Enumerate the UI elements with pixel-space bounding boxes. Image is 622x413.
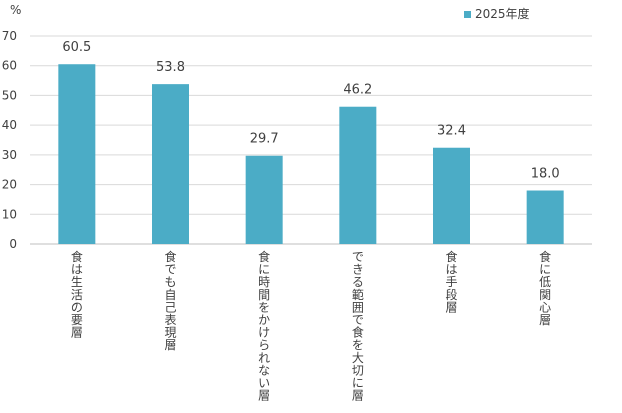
y-tick-label: 20 — [2, 178, 17, 192]
data-label: 29.7 — [250, 132, 279, 147]
category-label: 食は生活の要層 — [71, 249, 83, 340]
category-label: 食は手段層 — [445, 249, 457, 314]
gridlines — [30, 35, 592, 245]
data-label: 60.5 — [62, 40, 91, 55]
legend-label: 2025年度 — [475, 6, 530, 21]
y-tick-label: 0 — [9, 237, 17, 251]
data-label: 53.8 — [156, 60, 185, 75]
bar — [339, 106, 377, 244]
y-tick-label: 70 — [2, 29, 17, 43]
x-axis-labels: 食は生活の要層 食でも自己表現層 食に時間をかけられない層 できる範囲で食を大切に層 食… — [71, 249, 551, 403]
y-tick-label: 50 — [2, 88, 17, 102]
data-label: 46.2 — [343, 83, 372, 98]
bar — [526, 190, 564, 244]
bar — [433, 147, 470, 244]
bar — [245, 155, 283, 244]
bar — [152, 84, 189, 244]
category-label: 食でも自己表現層 — [164, 249, 176, 352]
y-tick-label: 10 — [2, 207, 17, 221]
bar — [58, 64, 96, 244]
legend: 2025年度 — [464, 6, 530, 21]
bars — [58, 64, 564, 244]
y-axis-unit-label: % — [10, 3, 21, 17]
y-axis-ticks: 0 10 20 30 40 50 60 70 — [2, 29, 17, 251]
legend-swatch — [464, 11, 471, 18]
category-label: できる範囲で食を大切に層 — [352, 250, 364, 403]
category-label: 食に時間をかけられない層 — [258, 249, 270, 403]
data-label: 32.4 — [437, 124, 466, 139]
data-labels: 60.5 53.8 29.7 46.2 32.4 18.0 — [62, 40, 559, 181]
y-tick-label: 40 — [2, 118, 17, 132]
data-label: 18.0 — [531, 167, 560, 182]
y-tick-label: 30 — [2, 148, 17, 162]
y-tick-label: 60 — [2, 59, 17, 73]
category-label: 食に低関心層 — [539, 249, 551, 327]
